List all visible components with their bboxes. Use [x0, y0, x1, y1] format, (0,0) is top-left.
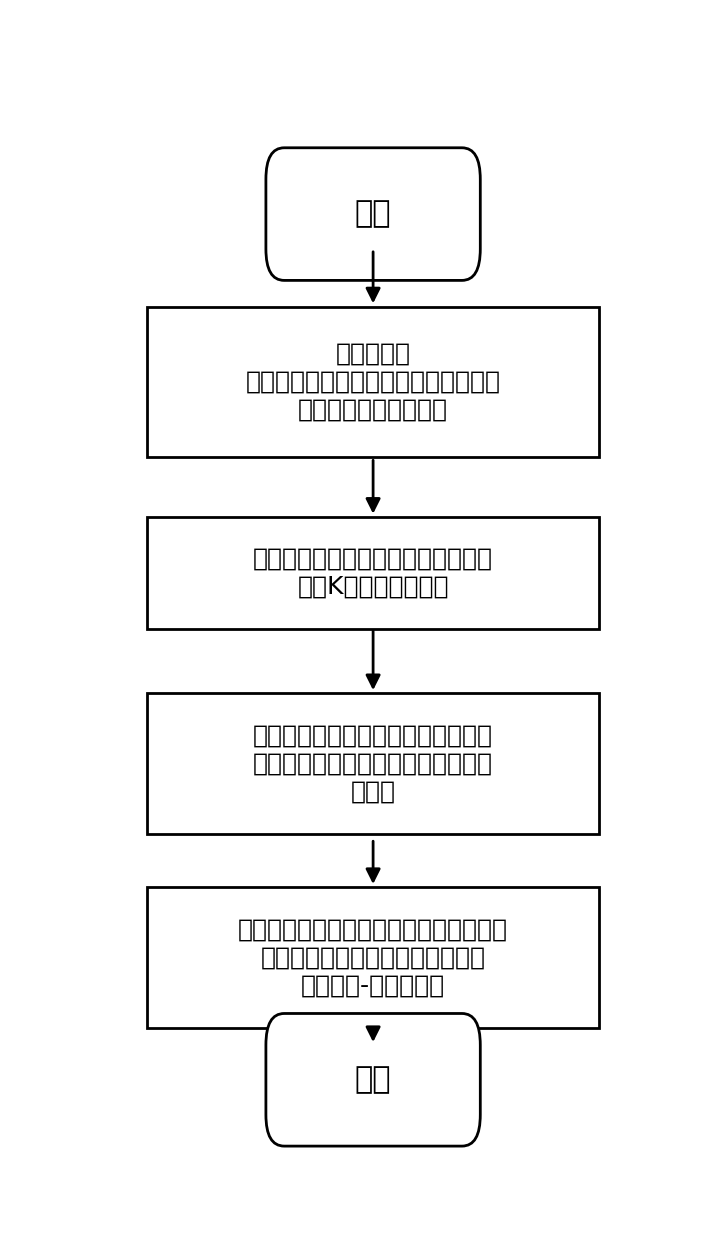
- Text: 将各个固有模态分量的维格纳威尔时频分
布进行线性叠加得到原始行波线模
信号的时-频域分析图: 将各个固有模态分量的维格纳威尔时频分 布进行线性叠加得到原始行波线模 信号的时-…: [238, 918, 508, 997]
- Bar: [147, 888, 599, 1027]
- Text: 将检测到的
三相电压行波信号进行凯伦贝尔相模变
换，获得行波线模分量: 将检测到的 三相电压行波信号进行凯伦贝尔相模变 换，获得行波线模分量: [245, 342, 501, 422]
- Bar: [147, 517, 599, 628]
- Text: 对每个固有模态分量进行维格纳威尔
分析，得到各自对应的维格纳威尔时
频分布: 对每个固有模态分量进行维格纳威尔 分析，得到各自对应的维格纳威尔时 频分布: [253, 724, 493, 803]
- Text: 对行波线模分量进行变分模态分解，
得到K个固有模态分量: 对行波线模分量进行变分模态分解， 得到K个固有模态分量: [253, 546, 493, 599]
- FancyBboxPatch shape: [266, 1013, 480, 1146]
- Bar: [147, 307, 599, 457]
- Bar: [147, 694, 599, 833]
- Text: 开始: 开始: [355, 200, 392, 229]
- FancyBboxPatch shape: [266, 147, 480, 281]
- Text: 结束: 结束: [355, 1065, 392, 1094]
